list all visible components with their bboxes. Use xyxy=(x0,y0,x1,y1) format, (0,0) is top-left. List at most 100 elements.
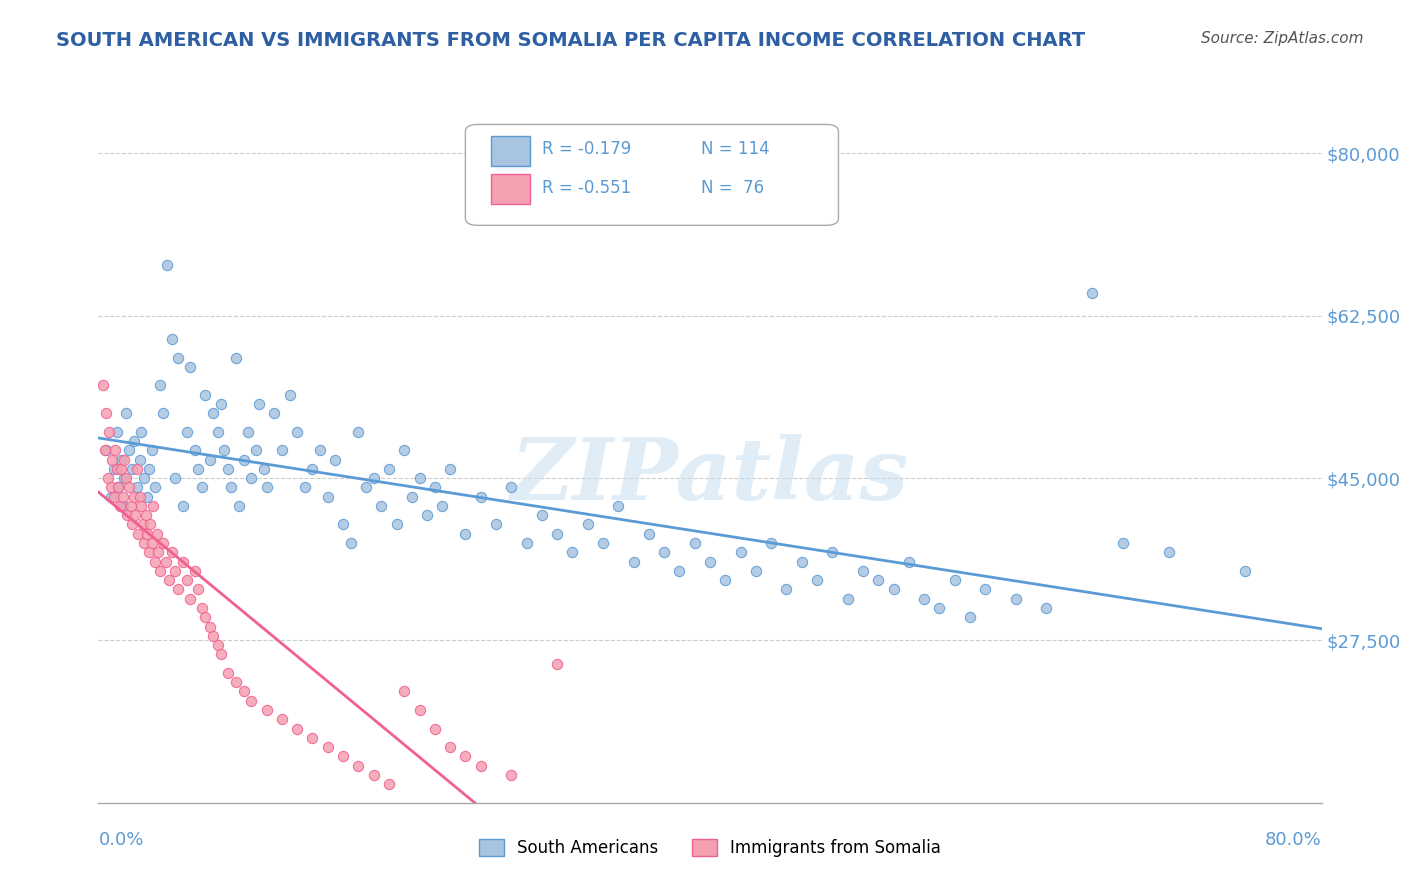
Point xyxy=(212,443,235,458)
Point xyxy=(104,443,127,458)
Point xyxy=(121,462,143,476)
Point xyxy=(129,425,152,439)
Point xyxy=(135,508,157,523)
Point xyxy=(152,406,174,420)
Point xyxy=(160,332,183,346)
Point xyxy=(198,619,221,633)
Point xyxy=(118,443,141,458)
Point xyxy=(141,536,163,550)
Point xyxy=(309,443,332,458)
Point xyxy=(576,517,599,532)
Point xyxy=(592,536,614,550)
Point xyxy=(120,499,142,513)
Point xyxy=(184,564,207,578)
Point xyxy=(868,573,890,587)
Point xyxy=(221,480,243,494)
Point xyxy=(118,480,141,494)
Text: SOUTH AMERICAN VS IMMIGRANTS FROM SOMALIA PER CAPITA INCOME CORRELATION CHART: SOUTH AMERICAN VS IMMIGRANTS FROM SOMALI… xyxy=(56,31,1085,50)
Point xyxy=(263,406,285,420)
Text: Source: ZipAtlas.com: Source: ZipAtlas.com xyxy=(1201,31,1364,46)
Point xyxy=(623,555,645,569)
Point xyxy=(699,555,721,569)
Text: ZIPatlas: ZIPatlas xyxy=(510,434,910,517)
Point xyxy=(107,480,129,494)
Point xyxy=(240,694,263,708)
Point xyxy=(98,425,121,439)
Point xyxy=(138,462,160,476)
Point xyxy=(470,758,492,772)
Point xyxy=(112,452,135,467)
Point xyxy=(115,471,138,485)
Point xyxy=(124,508,146,523)
Point xyxy=(129,499,152,513)
Point xyxy=(285,722,308,736)
Point xyxy=(332,517,354,532)
Point xyxy=(103,490,125,504)
Text: 0.0%: 0.0% xyxy=(98,830,143,848)
Point xyxy=(94,443,117,458)
Point xyxy=(217,665,239,680)
Point xyxy=(198,452,221,467)
Point xyxy=(105,425,128,439)
Point xyxy=(202,629,225,643)
Point xyxy=(209,648,232,662)
Point xyxy=(852,564,875,578)
Point xyxy=(332,749,354,764)
Point xyxy=(454,749,477,764)
Point xyxy=(232,684,254,698)
Point xyxy=(143,480,166,494)
Point xyxy=(339,536,361,550)
Point xyxy=(897,555,920,569)
Point xyxy=(252,462,274,476)
Point xyxy=(225,675,247,690)
Point xyxy=(94,406,117,420)
Point xyxy=(301,462,323,476)
Point xyxy=(347,425,370,439)
Point xyxy=(837,591,859,606)
Point xyxy=(325,452,347,467)
Point xyxy=(423,480,446,494)
Point xyxy=(179,591,201,606)
Point xyxy=(501,480,523,494)
Point xyxy=(607,499,630,513)
Point xyxy=(408,471,430,485)
Legend: South Americans, Immigrants from Somalia: South Americans, Immigrants from Somalia xyxy=(472,832,948,864)
Point xyxy=(207,425,229,439)
Point xyxy=(111,499,134,513)
FancyBboxPatch shape xyxy=(465,124,838,226)
Point xyxy=(194,610,217,624)
Point xyxy=(156,258,179,272)
Point xyxy=(202,406,225,420)
Point xyxy=(163,564,186,578)
Point xyxy=(1081,285,1104,300)
Point xyxy=(347,758,370,772)
Point xyxy=(354,480,377,494)
Point xyxy=(160,545,183,559)
Point xyxy=(1035,601,1057,615)
Point xyxy=(139,517,162,532)
Point xyxy=(110,452,132,467)
Point xyxy=(225,351,247,365)
Point xyxy=(378,777,401,791)
Point xyxy=(163,471,186,485)
Point xyxy=(974,582,997,597)
Point xyxy=(117,508,139,523)
Point xyxy=(959,610,981,624)
Point xyxy=(127,526,149,541)
Point xyxy=(136,526,159,541)
Point xyxy=(167,582,190,597)
Point xyxy=(157,573,180,587)
Point xyxy=(152,536,174,550)
Point xyxy=(232,452,254,467)
Point xyxy=(93,443,115,458)
Point xyxy=(209,397,232,411)
Point xyxy=(821,545,844,559)
Point xyxy=(363,768,385,782)
Point xyxy=(439,462,461,476)
Point xyxy=(125,462,148,476)
Point xyxy=(110,462,132,476)
Point xyxy=(943,573,966,587)
Point xyxy=(172,499,194,513)
FancyBboxPatch shape xyxy=(491,136,530,166)
Point xyxy=(316,740,339,755)
